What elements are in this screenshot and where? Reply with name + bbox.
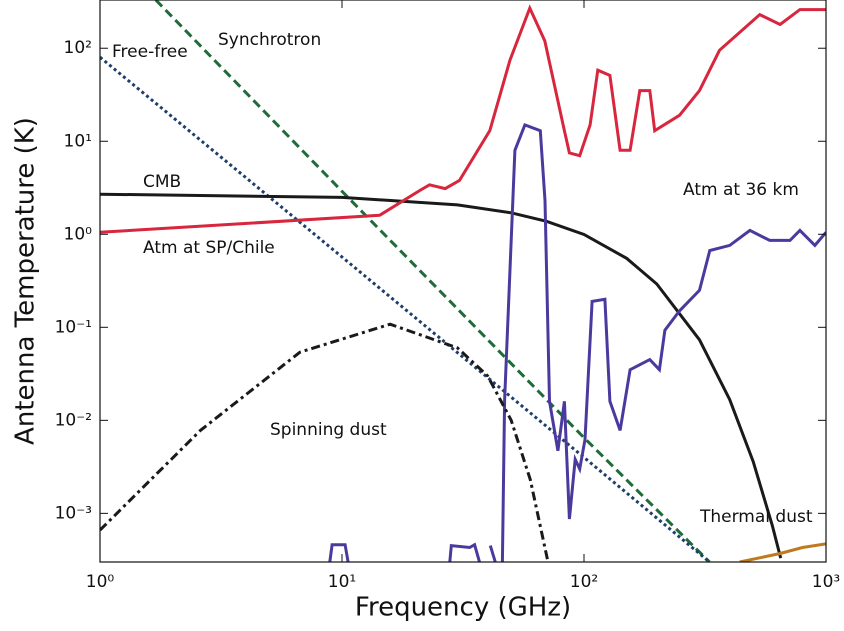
series-line (100, 322, 550, 562)
series-line (100, 4, 826, 234)
y-tick-label: 10⁰ (64, 224, 93, 244)
series-line (100, 192, 783, 559)
y-tick-label: 10² (64, 38, 92, 58)
series-label: Atm at 36 km (683, 180, 799, 200)
series-label: CMB (143, 172, 181, 192)
x-tick-label: 10³ (812, 572, 840, 592)
series-label: Synchrotron (218, 30, 321, 50)
y-tick-label: 10⁻¹ (55, 317, 92, 337)
series-line (100, 56, 711, 562)
x-tick-label: 10¹ (328, 572, 356, 592)
series-label: Thermal dust (699, 507, 813, 527)
plot-frame (99, 0, 827, 563)
series-label: Atm at SP/Chile (143, 238, 275, 258)
series-label: Free-free (112, 42, 188, 62)
series-line (739, 542, 826, 562)
series-line (154, 0, 711, 562)
series-line (328, 122, 826, 562)
y-tick-label: 10⁻² (55, 410, 92, 430)
x-axis-title: Frequency (GHz) (355, 593, 571, 623)
y-tick-label: 10⁻³ (55, 503, 92, 523)
y-tick-label: 10¹ (64, 131, 92, 151)
series-label: Spinning dust (270, 420, 387, 440)
x-tick-label: 10² (570, 572, 598, 592)
x-tick-label: 10⁰ (86, 572, 115, 592)
y-axis-title: Antenna Temperature (K) (11, 117, 41, 445)
